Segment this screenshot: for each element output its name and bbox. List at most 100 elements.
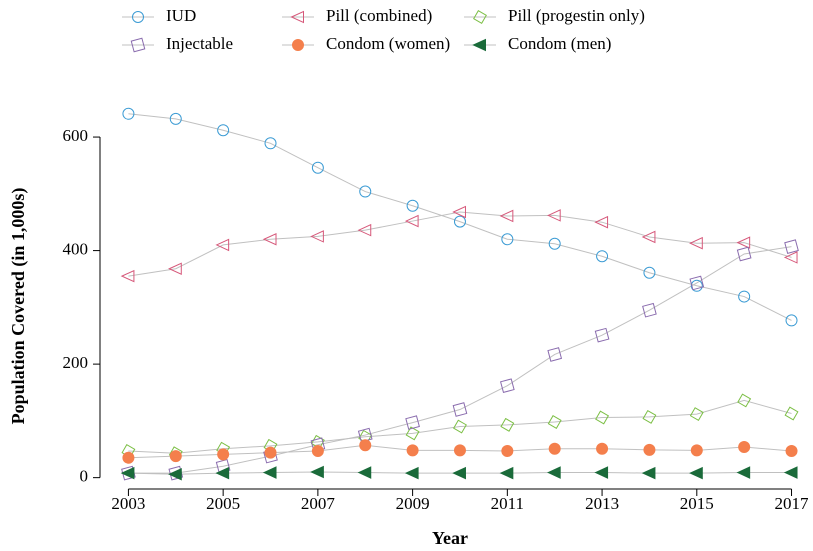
data-point — [642, 302, 657, 318]
data-point — [738, 290, 751, 303]
data-point — [215, 238, 230, 252]
data-point — [596, 250, 609, 263]
data-point — [215, 466, 230, 480]
legend-marker — [130, 37, 146, 53]
legend-marker — [472, 38, 486, 52]
data-point — [120, 466, 135, 480]
data-point — [642, 409, 657, 424]
x-tick-label: 2007 — [301, 494, 336, 513]
data-point — [122, 451, 135, 464]
data-point — [547, 466, 561, 479]
data-point — [783, 466, 798, 479]
y-tick-label: 600 — [63, 126, 89, 145]
data-point — [404, 466, 419, 480]
data-point — [405, 426, 420, 441]
series-line — [128, 246, 792, 474]
y-tick-label: 200 — [63, 353, 89, 372]
legend-label: Condom (women) — [326, 34, 450, 53]
legend-marker — [290, 10, 304, 24]
data-point — [310, 465, 324, 479]
y-tick-label: 400 — [63, 239, 89, 258]
data-point — [452, 402, 468, 417]
data-point — [404, 214, 419, 228]
data-point — [169, 450, 182, 463]
data-point — [785, 444, 798, 457]
data-point — [501, 233, 514, 246]
data-point — [784, 406, 799, 421]
data-point — [594, 466, 609, 479]
data-point — [452, 466, 466, 480]
data-point — [406, 444, 419, 457]
data-point — [453, 215, 466, 228]
data-point — [453, 419, 467, 434]
data-point — [547, 209, 561, 222]
data-point — [690, 279, 703, 292]
x-tick-label: 2003 — [111, 494, 145, 513]
data-point — [452, 205, 466, 219]
x-tick-label: 2017 — [775, 494, 810, 513]
data-point — [499, 209, 514, 223]
data-point — [736, 246, 752, 262]
data-point — [453, 444, 466, 457]
data-point — [357, 466, 372, 479]
legend-label: Injectable — [166, 34, 233, 53]
data-point — [264, 137, 277, 150]
data-point — [594, 327, 610, 343]
legend-label: Pill (progestin only) — [508, 6, 645, 25]
data-point — [548, 237, 561, 250]
data-point — [357, 223, 372, 237]
data-point — [264, 446, 277, 459]
data-point — [168, 262, 182, 276]
data-point — [736, 466, 751, 479]
data-point — [122, 107, 135, 120]
data-point — [359, 185, 372, 198]
data-point — [499, 466, 514, 480]
legend-label: IUD — [166, 6, 196, 25]
legend-label: Condom (men) — [508, 34, 611, 53]
data-point — [736, 236, 751, 249]
data-point — [689, 236, 703, 250]
legend-marker — [132, 11, 144, 23]
data-point — [500, 417, 515, 432]
y-axis-title: Population Covered (in 1,000s) — [8, 188, 29, 425]
data-point — [690, 444, 703, 457]
x-tick-label: 2009 — [396, 494, 430, 513]
data-point — [596, 442, 609, 455]
x-tick-label: 2015 — [680, 494, 714, 513]
data-point — [120, 269, 135, 283]
data-point — [595, 410, 610, 425]
data-point — [643, 266, 656, 279]
series-line — [128, 113, 792, 321]
data-point — [737, 393, 752, 408]
data-point — [785, 314, 798, 327]
data-point — [310, 230, 324, 243]
data-point — [217, 124, 230, 137]
x-tick-label: 2013 — [585, 494, 619, 513]
data-point — [641, 230, 656, 244]
data-point — [548, 442, 561, 455]
data-point — [689, 407, 704, 422]
x-tick-label: 2005 — [206, 494, 240, 513]
legend-marker — [473, 10, 487, 24]
data-point — [405, 415, 420, 430]
data-point — [689, 275, 705, 291]
data-point — [168, 467, 182, 481]
data-point — [643, 443, 656, 456]
data-point — [217, 448, 230, 461]
data-point — [359, 439, 372, 452]
data-point — [547, 415, 562, 429]
data-point — [262, 232, 277, 246]
x-axis-title: Year — [432, 528, 468, 548]
data-point — [501, 444, 514, 457]
series-line — [128, 211, 792, 277]
data-point — [262, 466, 277, 479]
data-point — [406, 199, 419, 212]
data-point — [784, 239, 799, 254]
data-point — [311, 444, 324, 457]
y-tick-label: 0 — [80, 467, 89, 486]
legend-label: Pill (combined) — [326, 6, 432, 25]
data-point — [689, 466, 703, 480]
data-point — [311, 161, 324, 174]
data-point — [641, 466, 656, 480]
